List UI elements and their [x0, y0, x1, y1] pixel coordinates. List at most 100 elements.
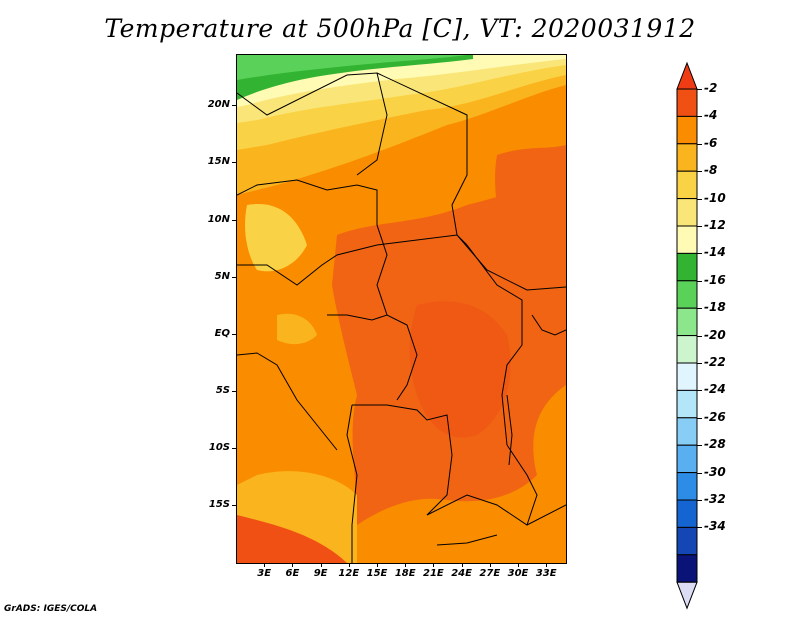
temperature-field-map [237, 55, 566, 563]
lon-tick-label: 6E [285, 568, 300, 579]
lat-tick-mark [232, 447, 236, 449]
colorbar-level-label: -16 [704, 272, 726, 287]
colorbar-tick [697, 527, 702, 529]
colorbar-level-label: -26 [704, 409, 726, 424]
border-tanzania [506, 444, 538, 526]
map-panel [236, 54, 567, 564]
lon-tick-label: 33E [535, 568, 557, 579]
field-yellow-west-patch [245, 204, 307, 272]
colorbar-tick [697, 116, 702, 118]
country-borders [237, 72, 566, 563]
lon-tick-mark [264, 563, 266, 567]
lat-tick-label: 10S [208, 441, 230, 453]
field-warm-northeast [495, 145, 566, 260]
lon-tick-label: 12E [338, 568, 360, 579]
colorbar-swatch [676, 499, 698, 528]
lat-tick-label: 15N [207, 156, 230, 168]
colorbar-tick [697, 445, 702, 447]
colorbar-level-label: -14 [704, 245, 726, 260]
colorbar-level-label: -10 [704, 190, 726, 205]
lon-tick-mark [433, 563, 435, 567]
colorbar-swatch [676, 389, 698, 419]
lake-victoria [531, 314, 566, 336]
border-east-congo [466, 244, 523, 446]
colorbar-level-label: -20 [704, 327, 726, 342]
lon-tick-label: 21E [423, 568, 444, 579]
colorbar-tick [697, 171, 702, 173]
colorbar-level-label: -34 [704, 519, 726, 534]
colorbar-bottom-arrow [676, 581, 698, 610]
lon-tick-label: 27E [479, 568, 501, 579]
lat-tick-mark [232, 276, 236, 278]
colorbar-swatch [676, 143, 698, 172]
colorbar-level-label: -28 [704, 437, 726, 452]
border-sahel [237, 244, 378, 286]
border-angola-west [346, 404, 358, 563]
colorbar-swatch [676, 198, 698, 227]
lon-tick-label: 24E [451, 568, 472, 579]
field-amber-gulf-patch [277, 313, 317, 345]
plot-title: Temperature at 500hPa [C], VT: 202003191… [104, 14, 696, 43]
colorbar-level-label: -2 [704, 81, 718, 95]
border-congo-west [327, 314, 418, 401]
lat-tick-label: 15S [208, 498, 230, 510]
colorbar-tick [697, 308, 702, 310]
lon-tick-mark [405, 563, 407, 567]
colorbar-tick [697, 390, 702, 392]
lat-tick-label: 20N [207, 99, 230, 111]
lat-tick-label: 5S [215, 384, 230, 396]
lon-tick-mark [518, 563, 519, 567]
lat-tick-mark [232, 504, 236, 506]
lat-tick-label: 10N [207, 213, 230, 225]
colorbar-swatch [676, 307, 698, 337]
lon-tick-mark [320, 563, 322, 567]
lon-tick-mark [461, 563, 463, 567]
field-band-lightgreen-north [237, 55, 467, 80]
lon-tick-mark [489, 563, 491, 567]
colorbar-tick [697, 89, 702, 90]
lat-tick-mark [232, 105, 236, 107]
colorbar-swatch [676, 554, 698, 583]
lon-tick-label: 18E [394, 568, 416, 579]
colorbar-swatch [676, 417, 698, 446]
field-warm-core [409, 301, 511, 438]
lon-tick-label: 3E [257, 568, 272, 579]
lat-tick-label: EQ [214, 327, 230, 339]
lon-tick-label: 30E [507, 568, 529, 579]
colorbar-tick [697, 143, 702, 145]
border-north-2 [376, 72, 566, 291]
colorbar-swatch [676, 88, 698, 117]
colorbar-top-arrow [676, 61, 698, 90]
lon-tick-label: 9E [313, 568, 328, 579]
colorbar-swatch [676, 362, 698, 391]
colorbar-level-label: -4 [704, 108, 718, 123]
colorbar-swatch [676, 225, 698, 254]
colorbar-tick [697, 335, 702, 337]
colorbar-swatch [676, 472, 698, 501]
colorbar-level-label: -22 [704, 355, 726, 369]
lon-tick-mark [348, 563, 350, 567]
border-zambia [426, 494, 566, 526]
lon-tick-mark [377, 563, 378, 567]
colorbar-tick [697, 253, 702, 255]
colorbar-level-label: -8 [704, 163, 718, 178]
colorbar-swatch [676, 115, 698, 145]
colorbar-swatch [676, 170, 698, 200]
lon-tick-mark [546, 563, 548, 567]
colorbar-tick [697, 500, 702, 501]
colorbar-level-label: -18 [704, 300, 726, 315]
colorbar-level-label: -24 [704, 382, 726, 397]
lat-tick-mark [232, 162, 236, 164]
border-angola [352, 404, 453, 516]
coastline-west [237, 352, 338, 451]
lat-tick-mark [232, 219, 236, 221]
colorbar-swatch [676, 444, 698, 474]
colorbar-tick [697, 280, 702, 282]
lat-tick-mark [232, 390, 236, 392]
colorbar-level-label: -12 [704, 218, 726, 232]
lon-tick-mark [292, 563, 294, 567]
border-south [436, 534, 498, 546]
colorbar-tick [697, 226, 702, 227]
colorbar-tick [697, 417, 702, 419]
